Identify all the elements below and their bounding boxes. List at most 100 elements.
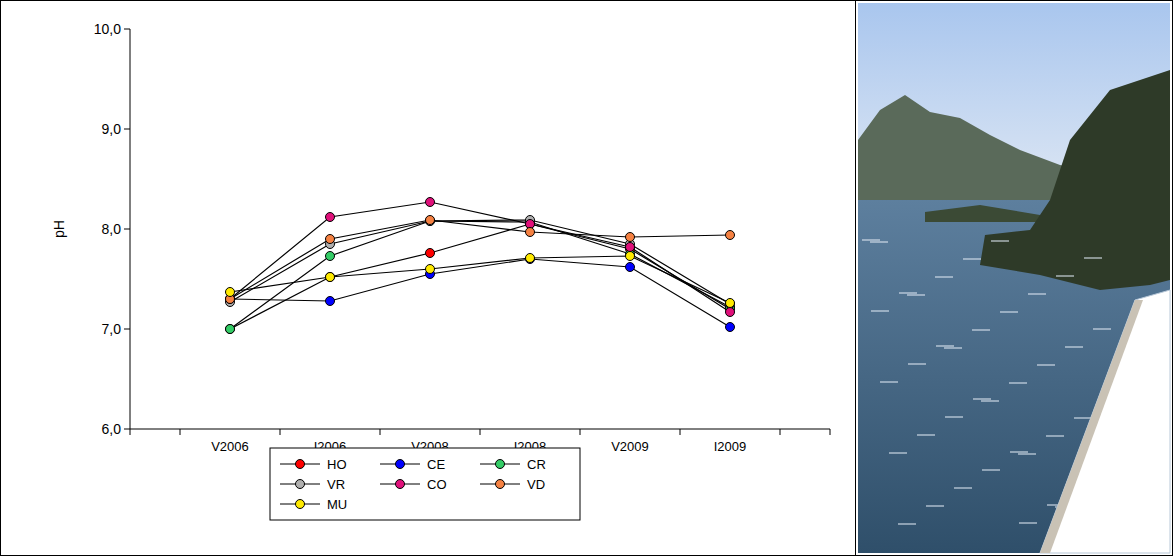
series-marker — [526, 228, 535, 237]
shore — [925, 205, 1040, 222]
x-tick — [580, 429, 581, 435]
y-tick — [124, 229, 130, 230]
wave — [1046, 435, 1064, 437]
series-marker — [626, 263, 635, 272]
series-line — [230, 220, 730, 299]
x-tick-label: V2006 — [211, 439, 249, 454]
series-marker — [526, 255, 535, 264]
wave — [889, 452, 907, 454]
series-line — [230, 259, 730, 327]
wave — [963, 258, 981, 260]
wave — [944, 347, 962, 349]
series-marker — [426, 216, 435, 225]
series-marker — [726, 299, 735, 308]
legend-marker — [496, 480, 505, 489]
legend-marker — [296, 500, 305, 509]
legend-marker — [496, 460, 505, 469]
series-marker — [326, 252, 335, 261]
y-tick — [124, 129, 130, 130]
y-tick-label: 8,0 — [102, 221, 122, 237]
series-marker — [426, 198, 435, 207]
wave — [1019, 522, 1037, 524]
series-marker — [426, 265, 435, 274]
wave — [899, 292, 917, 294]
wave — [880, 381, 898, 383]
legend-label: CR — [527, 457, 546, 472]
legend-marker — [396, 480, 405, 489]
x-tick — [280, 429, 281, 435]
x-tick — [130, 429, 131, 435]
series-line — [230, 224, 730, 329]
series-marker — [726, 308, 735, 317]
wave — [1000, 311, 1018, 313]
legend-label: MU — [327, 497, 347, 512]
series-line — [230, 256, 730, 303]
x-tick — [780, 429, 781, 435]
legend-marker — [396, 460, 405, 469]
legend-marker — [296, 480, 305, 489]
wave — [991, 240, 1009, 242]
railing — [1040, 300, 1143, 553]
x-tick — [180, 429, 181, 435]
wave — [1028, 293, 1046, 295]
wave — [935, 276, 953, 278]
x-tick-label: V2009 — [611, 439, 649, 454]
wave — [1056, 275, 1074, 277]
series-marker — [526, 254, 535, 263]
photo — [858, 3, 1170, 553]
y-tick — [124, 429, 130, 430]
frame — [1, 1, 1173, 556]
cell-divider — [855, 0, 856, 556]
wave — [1010, 451, 1028, 453]
wave — [936, 345, 954, 347]
plot-area — [226, 198, 735, 334]
x-tick — [680, 429, 681, 435]
series-marker — [326, 213, 335, 222]
wave — [1037, 364, 1055, 366]
legend-label: CO — [427, 477, 447, 492]
wave — [972, 329, 990, 331]
x-tick — [480, 429, 481, 435]
series-marker — [626, 233, 635, 242]
legend-label: HO — [327, 457, 347, 472]
wave — [862, 239, 880, 241]
series-marker — [626, 252, 635, 261]
series-line — [230, 202, 730, 312]
series-marker — [226, 325, 235, 334]
series-marker — [226, 288, 235, 297]
wave — [926, 505, 944, 507]
wave — [954, 487, 972, 489]
legend-label: VR — [327, 477, 345, 492]
wave — [871, 310, 889, 312]
wave — [1084, 257, 1102, 259]
legend-label: VD — [527, 477, 545, 492]
x-tick — [380, 429, 381, 435]
series-marker — [326, 273, 335, 282]
wave — [973, 398, 991, 400]
wave — [945, 416, 963, 418]
wave — [1074, 417, 1092, 419]
y-axis-title: pH — [51, 220, 67, 238]
series-line — [230, 220, 730, 304]
railing-wall — [1040, 290, 1170, 553]
series-marker — [626, 243, 635, 252]
legend: HOCECRVRCOVDMU — [270, 448, 580, 520]
wave — [1009, 382, 1027, 384]
y-tick — [124, 29, 130, 30]
series-marker — [726, 231, 735, 240]
legend-box — [270, 448, 580, 520]
wave — [1065, 346, 1083, 348]
legend-marker — [296, 460, 305, 469]
series-marker — [326, 273, 335, 282]
series-marker — [426, 217, 435, 226]
wave — [1093, 328, 1111, 330]
y-tick-label: 10,0 — [94, 21, 121, 37]
series-marker — [726, 323, 735, 332]
series-marker — [426, 217, 435, 226]
y-tick-label: 6,0 — [102, 421, 122, 437]
series-marker — [326, 297, 335, 306]
series-marker — [226, 325, 235, 334]
x-tick-label: I2009 — [714, 439, 747, 454]
wave — [898, 523, 916, 525]
cliff — [980, 70, 1170, 290]
